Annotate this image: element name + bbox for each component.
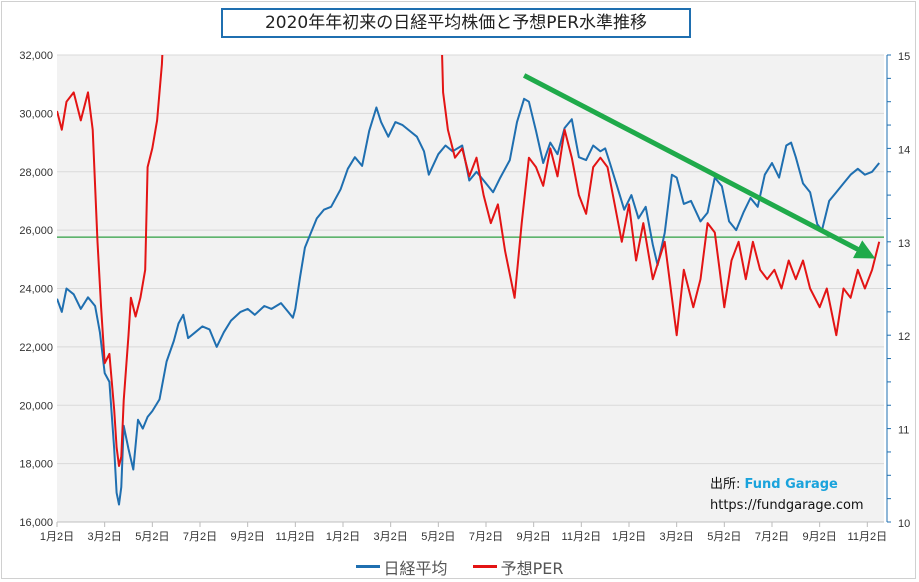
left-tick-label: 18,000: [19, 459, 53, 471]
x-tick-label: 7月2日: [183, 531, 217, 543]
left-tick-label: 24,000: [19, 284, 53, 296]
x-tick-label: 5月2日: [135, 531, 169, 543]
legend-swatch-nikkei: [355, 565, 380, 568]
x-tick-label: 7月2日: [469, 531, 503, 543]
x-tick-label: 9月2日: [803, 531, 837, 543]
x-tick-label: 9月2日: [231, 531, 265, 543]
right-tick-label: 10: [898, 518, 910, 530]
left-tick-label: 22,000: [19, 342, 53, 354]
left-tick-label: 20,000: [19, 400, 53, 412]
x-tick-label: 7月2日: [755, 531, 789, 543]
right-tick-label: 12: [898, 331, 910, 343]
x-tick-label: 3月2日: [88, 531, 122, 543]
right-tick-label: 14: [898, 144, 910, 156]
nikkei-line: [57, 97, 880, 506]
legend-item-per: 予想PER: [472, 555, 564, 579]
left-tick-label: 16,000: [19, 517, 53, 529]
x-tick-label: 9月2日: [517, 531, 551, 543]
legend-label-nikkei: 日経平均: [383, 558, 448, 578]
x-tick-label: 5月2日: [421, 531, 455, 543]
x-tick-label: 3月2日: [660, 531, 694, 543]
left-tick-label: 30,000: [19, 108, 53, 120]
source-annotation: 出所: Fund Garage https://fundgarage.com: [710, 474, 864, 516]
trend-arrow: [522, 73, 876, 259]
left-tick-label: 28,000: [19, 167, 53, 179]
x-tick-label: 11月2日: [848, 531, 888, 543]
x-tick-label: 1月2日: [612, 531, 646, 543]
right-tick-label: 15: [898, 51, 910, 63]
x-tick-label: 5月2日: [707, 531, 741, 543]
left-tick-label: 32,000: [19, 50, 53, 62]
source-url: https://fundgarage.com: [710, 498, 864, 513]
source-brand: Fund Garage: [744, 477, 838, 492]
x-tick-label: 1月2日: [40, 531, 74, 543]
x-tick-label: 3月2日: [374, 531, 408, 543]
right-tick-label: 11: [898, 425, 909, 437]
chart-title: 2020年年初来の日経平均株価と予想PER水準推移: [221, 8, 691, 38]
legend-item-nikkei: 日経平均: [355, 555, 448, 579]
legend-label-per: 予想PER: [500, 558, 564, 578]
right-tick-label: 13: [898, 238, 910, 250]
source-label: 出所:: [710, 477, 741, 492]
per-line: [57, 55, 881, 467]
x-tick-label: 11月2日: [276, 531, 316, 543]
x-tick-label: 1月2日: [326, 531, 360, 543]
legend-swatch-per: [472, 565, 497, 568]
left-tick-label: 26,000: [19, 225, 53, 237]
x-tick-label: 11月2日: [562, 531, 602, 543]
legend: 日経平均 予想PER: [0, 553, 919, 579]
